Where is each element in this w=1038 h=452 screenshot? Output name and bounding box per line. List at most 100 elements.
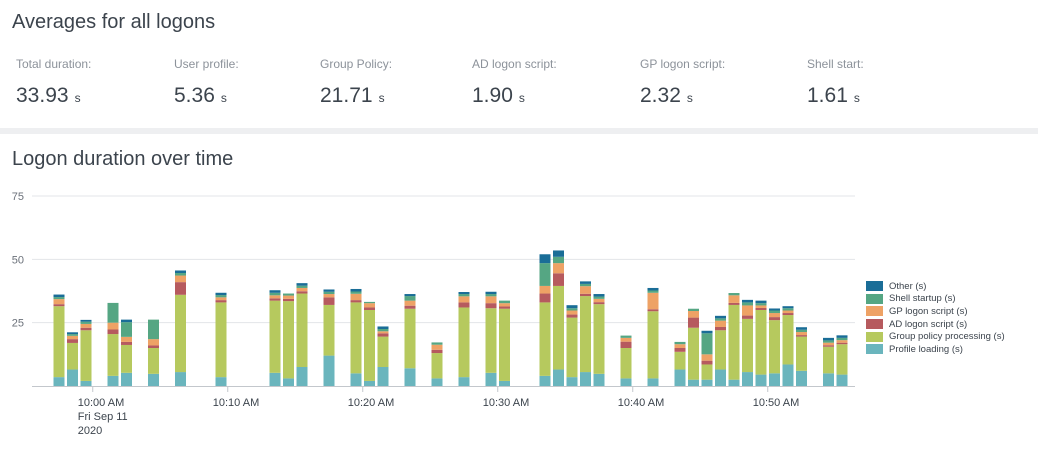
bar-segment bbox=[674, 341, 686, 345]
bar-segment bbox=[539, 254, 551, 264]
bar-segment bbox=[485, 308, 497, 373]
bar-segment bbox=[350, 293, 362, 301]
bar-segment bbox=[836, 340, 848, 343]
bar-segment bbox=[499, 300, 510, 304]
bar-segment bbox=[377, 326, 389, 329]
bar-segment bbox=[836, 335, 848, 338]
stat-label: AD logon script: bbox=[472, 57, 557, 71]
bar-segment bbox=[647, 311, 659, 379]
bar-segment bbox=[404, 308, 416, 369]
bar-segment bbox=[499, 308, 510, 381]
x-tick-label: 10:50 AM bbox=[753, 397, 799, 409]
bar-segment bbox=[377, 329, 389, 332]
bar-segment bbox=[823, 342, 834, 346]
bar-segment bbox=[701, 360, 713, 365]
bar-segment bbox=[674, 348, 686, 352]
bar-segment bbox=[53, 294, 65, 298]
bar-segment bbox=[620, 378, 632, 386]
bar-segment bbox=[580, 293, 591, 297]
bar-segment bbox=[350, 291, 362, 294]
bar-segment bbox=[148, 319, 159, 340]
bar-segment bbox=[782, 308, 794, 311]
bar-segment bbox=[485, 291, 497, 295]
bar-segment bbox=[580, 283, 591, 287]
bar-segment bbox=[269, 300, 281, 373]
bar-segment bbox=[350, 300, 362, 303]
bar-segment bbox=[175, 270, 186, 274]
legend-label: Profile loading (s) bbox=[889, 343, 963, 355]
bar-segment bbox=[431, 342, 443, 345]
stat-value: 5.36 s bbox=[174, 84, 227, 107]
bar-segment bbox=[688, 311, 699, 318]
bar-segment bbox=[121, 341, 132, 345]
bar-segment bbox=[796, 327, 807, 330]
bar-segment bbox=[283, 301, 294, 379]
bar-segment bbox=[215, 300, 227, 303]
bar-segment bbox=[688, 317, 699, 328]
bar-segment bbox=[283, 293, 294, 296]
legend-item-group-policy-processing[interactable]: Group policy processing (s) bbox=[866, 330, 1005, 343]
bar-segment bbox=[593, 304, 605, 374]
bar-segment bbox=[593, 373, 605, 386]
bar-segment bbox=[580, 286, 591, 294]
bar-segment bbox=[782, 315, 794, 365]
bar-segment bbox=[377, 333, 389, 337]
bar-segment bbox=[823, 346, 834, 374]
bar-segment bbox=[674, 369, 686, 386]
legend-item-other[interactable]: Other (s) bbox=[866, 280, 1005, 293]
bar-segment bbox=[121, 322, 132, 337]
bar-segment bbox=[377, 367, 389, 386]
x-tick-label: 10:40 AM bbox=[618, 397, 664, 409]
bar-segment bbox=[175, 275, 186, 283]
bar-segment bbox=[620, 337, 632, 342]
bar-segment bbox=[377, 336, 389, 367]
bar-segment bbox=[688, 379, 699, 386]
legend-item-profile-loading[interactable]: Profile loading (s) bbox=[866, 343, 1005, 356]
bar-segment bbox=[296, 283, 308, 286]
bar-segment bbox=[67, 339, 78, 343]
bar-segment bbox=[593, 298, 605, 303]
legend-item-shell-startup[interactable]: Shell startup (s) bbox=[866, 293, 1005, 306]
stat-label: Group Policy: bbox=[320, 57, 393, 71]
bar-segment bbox=[364, 310, 375, 381]
bar-segment bbox=[566, 308, 578, 311]
legend-label: Shell startup (s) bbox=[889, 293, 956, 305]
bar-segment bbox=[458, 292, 470, 295]
bar-segment bbox=[148, 345, 159, 348]
bar-segment bbox=[323, 355, 335, 386]
bar-segment bbox=[674, 344, 686, 348]
bar-segment bbox=[283, 378, 294, 386]
bar-segment bbox=[67, 332, 78, 335]
bar-segment bbox=[782, 306, 794, 309]
bar-segment bbox=[175, 372, 186, 386]
bar-segment bbox=[728, 302, 740, 305]
bar-segment bbox=[499, 303, 510, 307]
bar-segment bbox=[715, 318, 726, 321]
bar-segment bbox=[796, 370, 807, 386]
bar-segment bbox=[458, 307, 470, 378]
bar-segment bbox=[566, 317, 578, 378]
bar-segment bbox=[755, 300, 767, 304]
bar-segment bbox=[701, 333, 713, 355]
bar-segment bbox=[539, 263, 551, 286]
bar-segment bbox=[742, 305, 753, 316]
bar-segment bbox=[553, 273, 564, 286]
legend-item-gp-logon-script[interactable]: GP logon script (s) bbox=[866, 305, 1005, 318]
bar-segment bbox=[769, 320, 780, 374]
bar-segment bbox=[53, 299, 65, 305]
legend-item-ad-logon-script[interactable]: AD logon script (s) bbox=[866, 318, 1005, 331]
bar-segment bbox=[377, 331, 389, 334]
bar-segment bbox=[404, 296, 416, 301]
bar-segment bbox=[755, 303, 767, 306]
bar-segment bbox=[742, 302, 753, 306]
bar-segment bbox=[580, 296, 591, 373]
bar-segment bbox=[121, 319, 132, 323]
y-tick-label: 50 bbox=[12, 254, 24, 266]
bar-segment bbox=[431, 344, 443, 350]
legend-label: AD logon script (s) bbox=[889, 318, 968, 330]
bar-segment bbox=[593, 302, 605, 305]
bar-segment bbox=[701, 364, 713, 380]
bar-segment bbox=[80, 380, 92, 386]
bar-segment bbox=[688, 308, 699, 312]
stat-value: 33.93 s bbox=[16, 84, 81, 107]
